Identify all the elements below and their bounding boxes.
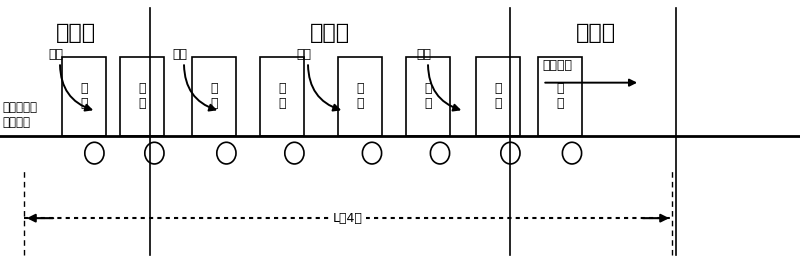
Text: 台
车: 台 车 (80, 82, 88, 110)
Text: 台
车: 台 车 (494, 82, 502, 110)
Text: 台
车: 台 车 (138, 82, 146, 110)
Ellipse shape (501, 142, 520, 164)
Ellipse shape (145, 142, 164, 164)
Ellipse shape (362, 142, 382, 164)
Ellipse shape (562, 142, 582, 164)
Bar (62, 57, 106, 136)
Text: 还原区: 还原区 (310, 22, 350, 43)
Text: 煤气: 煤气 (172, 48, 187, 61)
Bar (260, 57, 304, 136)
Text: 煤气: 煤气 (48, 48, 63, 61)
Text: 平面双向直
线移动床: 平面双向直 线移动床 (2, 101, 38, 129)
Text: 台
车: 台 车 (278, 82, 286, 110)
Text: L＝4米: L＝4米 (333, 212, 363, 225)
Text: 预热区: 预热区 (56, 22, 96, 43)
Bar (338, 57, 382, 136)
Ellipse shape (430, 142, 450, 164)
Bar (120, 57, 165, 136)
Text: 煤气: 煤气 (296, 48, 311, 61)
Ellipse shape (285, 142, 304, 164)
Text: 冷却区: 冷却区 (576, 22, 616, 43)
Text: 台
车: 台 车 (210, 82, 218, 110)
Text: 台
车: 台 车 (424, 82, 432, 110)
Text: 移动方向: 移动方向 (542, 59, 573, 72)
Bar (538, 57, 582, 136)
Bar (477, 57, 521, 136)
Ellipse shape (85, 142, 104, 164)
Bar (406, 57, 450, 136)
Text: 台
车: 台 车 (556, 82, 564, 110)
Text: 煤气: 煤气 (416, 48, 431, 61)
Ellipse shape (217, 142, 236, 164)
Bar (193, 57, 237, 136)
Text: 台
车: 台 车 (356, 82, 364, 110)
